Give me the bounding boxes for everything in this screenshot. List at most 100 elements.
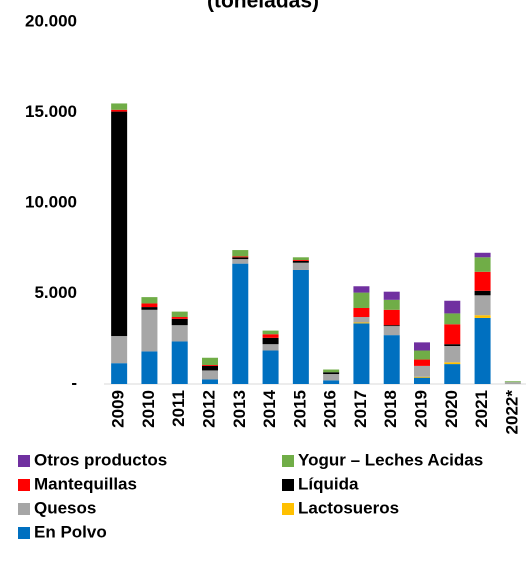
- bar-segment: [353, 292, 370, 308]
- legend-label: En Polvo: [34, 522, 107, 541]
- bar-segment: [292, 257, 309, 261]
- bar-segment: [383, 299, 400, 310]
- bar-segment: [171, 317, 188, 319]
- legend-label: Otros productos: [34, 450, 167, 469]
- bar-segment: [171, 311, 188, 318]
- x-tick-label: 2011: [169, 390, 188, 427]
- bar-segment: [444, 313, 461, 325]
- bar-segment: [414, 377, 430, 384]
- bar-segment: [383, 325, 400, 327]
- bar-segment: [353, 307, 370, 318]
- bar-segment: [323, 369, 340, 373]
- bar-segment: [383, 309, 400, 326]
- bar-segment: [474, 315, 491, 318]
- bar-segment: [202, 357, 218, 365]
- legend-swatch: [282, 479, 294, 491]
- bar-segment: [232, 263, 249, 384]
- legend-swatch: [282, 455, 294, 467]
- legend-swatch: [282, 503, 294, 515]
- bar-segment: [111, 111, 128, 337]
- bar-segment: [353, 317, 370, 323]
- bar-segment: [292, 262, 309, 270]
- bar-segment: [444, 362, 461, 365]
- bar-segment: [111, 336, 128, 364]
- bar-segment: [383, 326, 400, 336]
- bar-segment: [414, 359, 430, 366]
- x-tick-label: 2014: [260, 389, 279, 427]
- bar-segment: [323, 372, 340, 375]
- x-tick-label: 2015: [290, 390, 309, 428]
- bar-segment: [232, 256, 249, 258]
- bar-segment: [202, 364, 218, 366]
- bar-segment: [292, 269, 309, 384]
- bar-segment: [232, 259, 249, 264]
- bar-segment: [414, 365, 430, 377]
- bar-segment: [504, 381, 521, 383]
- bar-segment: [474, 271, 491, 291]
- x-tick-label: 2010: [139, 390, 158, 428]
- bar-segment: [353, 322, 370, 324]
- bar-segment: [111, 363, 128, 384]
- bar-segment: [292, 260, 309, 261]
- y-tick-label: 5.000: [34, 283, 77, 302]
- bar-segment: [171, 341, 188, 384]
- bar-segment: [444, 344, 461, 346]
- bar-segment: [141, 297, 158, 304]
- bar-segment: [111, 103, 128, 110]
- x-tick-label: 2022*: [502, 390, 521, 435]
- bar-segment: [171, 325, 188, 342]
- bar-segment: [202, 370, 218, 380]
- bar-segment: [414, 350, 430, 360]
- bar-segment: [232, 250, 249, 257]
- chart-title: (toneladas): [207, 0, 319, 13]
- bar-segment: [323, 380, 340, 384]
- bar-segment: [262, 330, 279, 335]
- bar-segment: [474, 290, 491, 296]
- bar-segment: [202, 379, 218, 384]
- bar-segment: [383, 335, 400, 384]
- legend-swatch: [18, 479, 30, 491]
- x-tick-label: 2018: [381, 390, 400, 428]
- bar-segment: [262, 337, 279, 345]
- bar-segment: [474, 257, 491, 272]
- bar-segment: [414, 342, 430, 351]
- bar-segment: [323, 374, 340, 381]
- bar-segment: [171, 318, 188, 326]
- x-tick-label: 2012: [199, 390, 218, 428]
- legend-label: Lactosueros: [298, 498, 399, 517]
- legend-swatch: [18, 503, 30, 515]
- bar-segment: [292, 260, 309, 263]
- bar-segment: [141, 307, 158, 310]
- x-tick-label: 2019: [411, 390, 430, 428]
- bar-segment: [141, 303, 158, 308]
- bar-segment: [504, 382, 521, 384]
- bar-segment: [444, 345, 461, 363]
- y-tick-label: 15.000: [25, 102, 77, 121]
- legend-label: Mantequillas: [34, 474, 137, 493]
- bar-segment: [262, 334, 279, 338]
- bar-segment: [474, 317, 491, 384]
- bar-segment: [474, 295, 491, 316]
- legend-swatch: [18, 455, 30, 467]
- x-tick-label: 2009: [109, 390, 128, 428]
- bar-segment: [444, 300, 461, 314]
- bar-segment: [444, 364, 461, 384]
- y-tick-label: 20.000: [25, 11, 77, 30]
- x-tick-label: 2020: [442, 390, 461, 428]
- bar-segment: [111, 109, 128, 112]
- bar-segment: [383, 291, 400, 300]
- bar-segment: [141, 351, 158, 384]
- x-tick-label: 2016: [321, 390, 340, 428]
- bar-segment: [232, 257, 249, 260]
- legend-label: Quesos: [34, 498, 96, 517]
- bar-segment: [414, 376, 430, 378]
- bar-segment: [353, 323, 370, 384]
- y-tick-label: -: [71, 373, 77, 392]
- x-tick-label: 2017: [351, 390, 370, 428]
- bar-segment: [353, 286, 370, 293]
- bar-segment: [262, 350, 279, 384]
- bar-segment: [262, 344, 279, 351]
- bar-segment: [141, 309, 158, 352]
- x-tick-label: 2013: [230, 390, 249, 428]
